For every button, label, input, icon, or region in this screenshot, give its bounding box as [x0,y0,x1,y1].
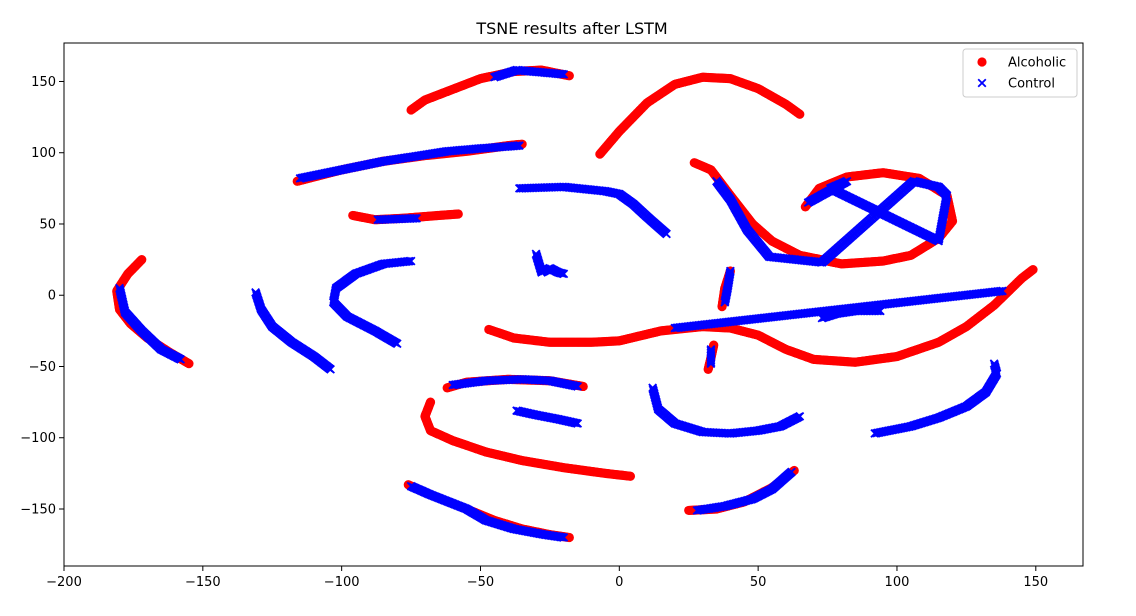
data-point [184,359,194,369]
y-tick-label: 150 [31,75,56,90]
data-point [559,533,569,542]
point-cluster [706,344,716,369]
point-cluster [712,176,952,267]
legend-item-control: Control [977,77,1055,92]
point-cluster [295,141,524,183]
data-point [662,229,671,239]
data-point [795,411,805,421]
y-tick-label: −150 [20,502,56,517]
y-axis-ticks: −150 −100 −50 0 50 100 150 [20,75,64,517]
data-point [511,141,521,151]
data-point [795,109,805,119]
y-tick-label: −50 [29,360,56,375]
point-cluster [448,374,583,391]
data-point [556,69,566,79]
legend-marker [977,78,987,88]
data-point [725,269,735,279]
legend-box [962,48,1078,98]
point-cluster [531,249,569,279]
data-point [557,69,567,79]
legend-marker [977,57,987,67]
data-point [706,348,716,357]
series-layer [112,65,1038,543]
x-tick-label: 50 [750,575,767,590]
series-control [115,65,1007,542]
data-point [725,266,735,276]
plot-frame [63,42,1084,567]
data-point [513,141,523,151]
data-point [787,467,796,477]
point-cluster [648,383,805,438]
data-point [556,532,566,542]
data-point [996,286,1006,296]
plot-area [112,65,1038,543]
point-cluster [870,359,1002,438]
data-point [573,419,583,428]
point-cluster [670,286,1007,333]
data-point [557,532,567,542]
data-point [998,286,1007,296]
point-cluster [406,481,569,542]
x-tick-label: −200 [46,575,82,590]
data-point [1028,264,1038,275]
legend-item-alcoholic: Alcoholic [977,56,1066,71]
point-cluster [251,287,335,374]
x-tick-label: 100 [885,575,910,590]
y-tick-label: 100 [31,146,56,161]
y-tick-label: 0 [48,289,56,304]
x-tick-label: 150 [1023,575,1048,590]
x-tick-label: −50 [467,575,494,590]
legend: Alcoholic Control [962,48,1078,98]
point-cluster [115,283,186,364]
data-point [326,364,335,374]
point-cluster [489,65,569,82]
data-point [706,344,716,354]
x-axis-ticks: −200 −150 −100 −50 0 50 100 150 [46,566,1048,590]
data-point [409,213,418,223]
data-point [559,269,569,279]
data-point [559,69,569,79]
y-tick-label: 50 [39,217,56,232]
data-point [412,213,422,223]
x-tick-label: −100 [324,575,360,590]
point-cluster [692,467,796,515]
data-point [410,213,420,223]
point-cluster [420,397,636,481]
data-point [994,286,1004,296]
point-cluster [328,256,416,349]
point-cluster [514,182,671,239]
data-point [989,359,999,369]
data-point [706,346,716,356]
data-point [625,471,636,481]
data-point [392,339,402,349]
data-point [573,382,583,391]
data-point [803,198,813,208]
x-tick-label: 0 [615,575,623,590]
chart-title: TSNE results after LSTM [475,19,667,38]
x-tick-label: −150 [185,575,221,590]
data-point [453,209,463,219]
data-point [725,268,735,278]
data-point [709,340,719,350]
data-point [176,354,186,364]
point-cluster [512,406,583,428]
data-point [514,141,524,151]
point-cluster [720,266,735,307]
legend-label: Control [1008,77,1055,92]
y-tick-label: −100 [20,431,56,446]
legend-label: Alcoholic [1008,56,1066,71]
point-cluster [373,213,422,225]
point-cluster [595,72,805,159]
